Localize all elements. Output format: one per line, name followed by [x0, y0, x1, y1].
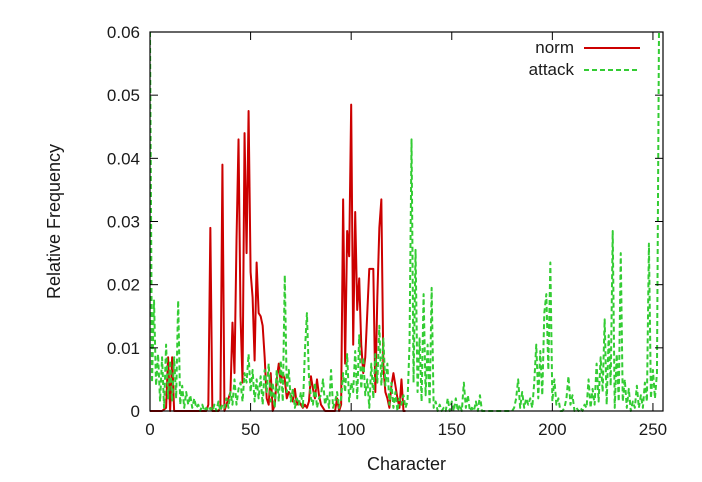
series-line-attack: [150, 31, 660, 412]
x-tick-label: 50: [241, 420, 260, 439]
series-line-norm: [150, 103, 406, 412]
x-tick-label: 0: [145, 420, 154, 439]
y-axis-label: Relative Frequency: [44, 144, 64, 299]
x-tick-label: 200: [538, 420, 566, 439]
x-tick-label: 150: [438, 420, 466, 439]
x-tick-label: 100: [337, 420, 365, 439]
axes-layer: 0 50 100 150 200 250 0 0.01 0.02 0.03 0.04 0.05 0.06: [107, 23, 667, 439]
y-tick-label: 0: [131, 402, 140, 421]
y-tick-label: 0.05: [107, 86, 140, 105]
plot-frame: [149, 31, 664, 412]
legend: norm attack: [529, 38, 640, 79]
y-tick-label: 0.03: [107, 213, 140, 232]
y-tick-label: 0.06: [107, 23, 140, 42]
series-layer: [150, 31, 660, 412]
x-tick-label: 250: [639, 420, 667, 439]
legend-label-attack: attack: [529, 60, 575, 79]
y-tick-label: 0.01: [107, 339, 140, 358]
legend-label-norm: norm: [535, 38, 574, 57]
x-axis-label: Character: [367, 454, 446, 474]
y-tick-label: 0.02: [107, 276, 140, 295]
y-tick-label: 0.04: [107, 149, 140, 168]
